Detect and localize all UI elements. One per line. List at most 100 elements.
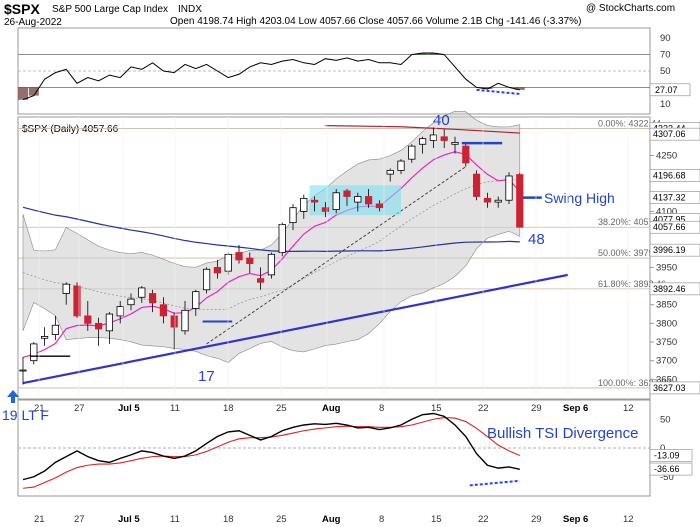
- price-value-label: 3627.03: [653, 383, 686, 393]
- swing-high-label: Swing High: [544, 190, 615, 206]
- price-value-box: [649, 169, 700, 182]
- candle-body: [116, 306, 124, 317]
- x-tick-label-tsi: 27: [74, 514, 85, 525]
- chart-date: 26-Aug-2022: [4, 17, 62, 28]
- x-tick-label-price: 29: [531, 403, 542, 414]
- price-tick-label: 3700: [656, 356, 677, 367]
- x-tick-label-price: 22: [478, 403, 489, 414]
- price-value-box: [649, 220, 700, 234]
- candle-body: [505, 175, 513, 201]
- price-value-box: [649, 282, 700, 296]
- price-value-label: 3996.19: [653, 245, 686, 255]
- candle-body: [84, 315, 92, 324]
- rsi-value-box: [649, 83, 691, 97]
- rsi-tick-label: 50: [660, 66, 671, 77]
- candle-body: [354, 196, 362, 203]
- x-tick-label-tsi: 25: [276, 514, 287, 525]
- candle-body: [310, 199, 319, 203]
- x-tick-label-tsi: 15: [431, 514, 442, 525]
- candle-body: [62, 283, 70, 294]
- dashed-uptrend-line: [206, 166, 467, 345]
- rsi-divergence-line: [476, 88, 520, 95]
- band-midline: [22, 178, 520, 311]
- price-annotations: 40 48 17 Swing High: [198, 112, 615, 385]
- price-value-label: 4307.06: [653, 129, 686, 139]
- price-value-label: 3892.46: [653, 284, 686, 294]
- tsi-value-label: -13.09: [654, 451, 680, 461]
- candle-body: [246, 257, 254, 265]
- fib-label: 50.00%: 3975.04: [598, 248, 666, 258]
- x-tick-label-price: 15: [431, 403, 442, 414]
- price-tick-label: 3950: [656, 262, 677, 273]
- tsi-value-box: [649, 462, 693, 476]
- fib-label: 61.80%: 3892.46: [598, 279, 666, 289]
- x-tick-label-tsi: 21: [34, 514, 45, 525]
- candle-body: [95, 322, 103, 330]
- candle-body: [127, 298, 135, 306]
- x-tick-label-price: 8: [379, 403, 384, 414]
- candle-body: [451, 141, 459, 145]
- x-tick-label-price: 27: [74, 403, 85, 414]
- candle-body: [418, 138, 427, 145]
- label-48: 48: [528, 231, 545, 248]
- rsi-tick-label: 90: [660, 33, 671, 44]
- candle-body: [213, 266, 221, 274]
- rsi-line: [22, 52, 520, 101]
- x-tick-label-price: 18: [223, 403, 234, 414]
- tsi-line: [22, 412, 520, 481]
- fib-label: 100.00%: 3627.03: [598, 378, 671, 388]
- rsi-tick-label: 10: [660, 99, 671, 110]
- price-legend: $SPX (Daily) 4057.66: [22, 124, 119, 135]
- candle-body: [159, 304, 167, 317]
- candle-body: [202, 268, 211, 291]
- tsi-divergence-label: Bullish TSI Divergence: [487, 425, 638, 442]
- x-tick-label-price: Sep 6: [563, 403, 588, 414]
- fib-label: 38.20%: 4057.66: [598, 217, 666, 227]
- x-tick-label-price: 21: [34, 403, 45, 414]
- candle-body: [483, 197, 492, 203]
- candle-body: [429, 134, 438, 141]
- candle-body: [408, 145, 416, 160]
- x-tick-label-tsi: Jul 5: [118, 514, 140, 525]
- price-tick-label: 3800: [656, 318, 677, 329]
- price-value-label: 4196.68: [653, 170, 686, 180]
- x-axis: 21 21 27 27 Jul 5 Jul 5 11 11 18 18 25 25 Aug Aug 8 8 15…: [34, 117, 634, 525]
- price-value-box: [649, 381, 700, 395]
- candle-body: [494, 199, 502, 203]
- price-value-label: 4137.32: [653, 192, 686, 202]
- price-value-box: [649, 243, 700, 257]
- candle-body: [364, 196, 373, 205]
- up-arrow-icon: [7, 390, 19, 403]
- ohlc-summary: Open 4198.74 High 4203.04 Low 4057.66 Cl…: [170, 16, 581, 27]
- chart-header: $SPX S&P 500 Large Cap Index INDX 26-Aug…: [4, 1, 675, 28]
- x-tick-label-price: 11: [170, 403, 180, 414]
- tsi-panel: 50 0 -50 -13.09 -36.66 Bullish TSI Divergenc…: [2, 390, 693, 497]
- label-17: 17: [198, 368, 215, 385]
- tsi-tick-label: 50: [660, 414, 671, 425]
- candle-body: [170, 315, 178, 328]
- candle-body: [138, 287, 146, 298]
- x-tick-label-tsi: 22: [478, 514, 489, 525]
- candle-body: [19, 369, 27, 372]
- x-tick-label-price: 25: [276, 403, 287, 414]
- candle-body: [256, 278, 265, 283]
- tsi-divergence-line: [469, 479, 520, 487]
- candle-body: [235, 252, 243, 261]
- x-tick-label-tsi: Aug: [322, 514, 341, 525]
- candle-body: [289, 207, 297, 224]
- lt-f-label: 19 LT F: [2, 407, 49, 423]
- price-tick-label: 3650: [656, 374, 677, 385]
- label-40: 40: [433, 112, 450, 129]
- candle-body: [51, 324, 60, 335]
- exchange: INDX: [178, 4, 202, 15]
- x-tick-label-tsi: 29: [531, 514, 542, 525]
- rsi-panel: 907050301027.07: [17, 27, 691, 115]
- tsi-value-label: -36.66: [654, 464, 680, 474]
- tsi-tick-label: 0: [660, 443, 665, 454]
- x-tick-label-tsi: 18: [223, 514, 234, 525]
- rsi-value-label: 27.07: [655, 85, 678, 95]
- candle-body: [148, 293, 157, 304]
- candle-body: [375, 203, 384, 209]
- candle-body: [386, 169, 394, 175]
